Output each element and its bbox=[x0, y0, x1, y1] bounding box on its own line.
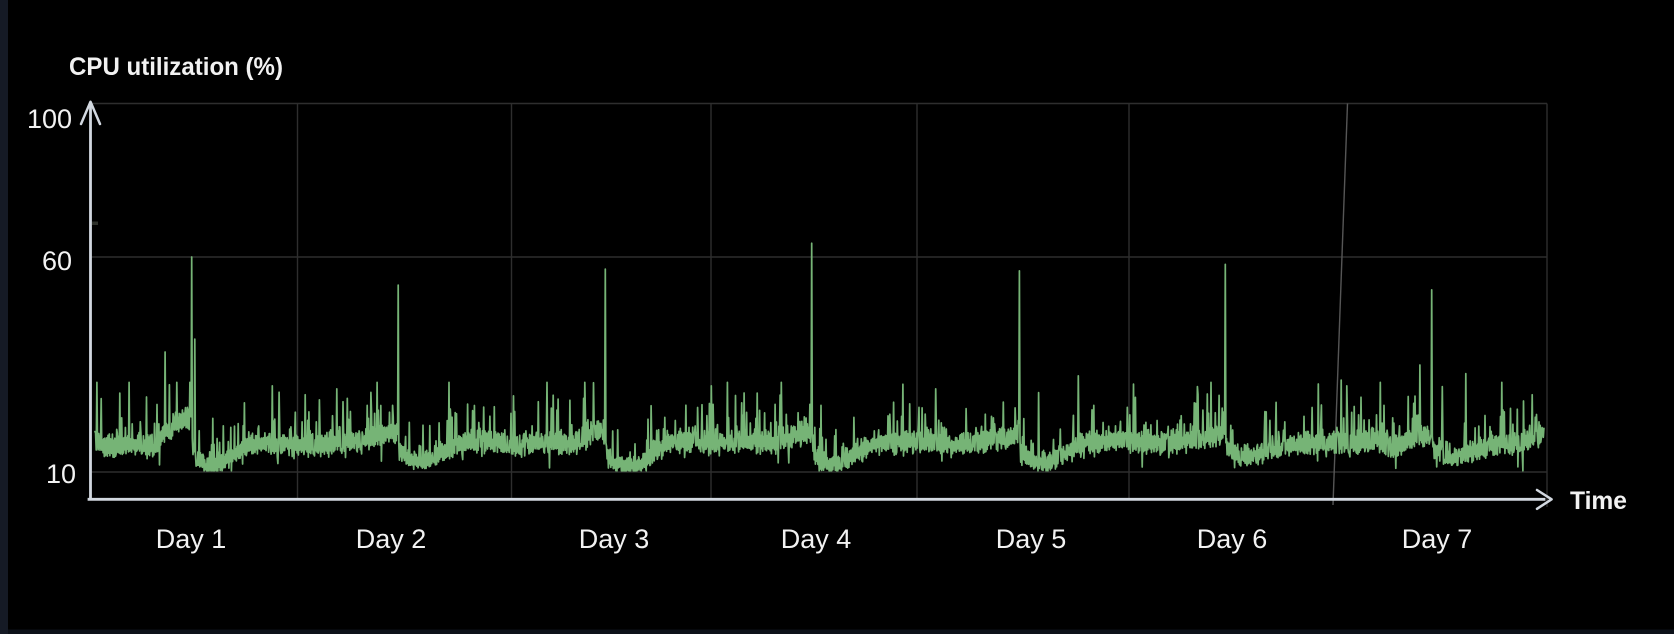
svg-text:Day 2: Day 2 bbox=[356, 524, 427, 554]
svg-text:Day 7: Day 7 bbox=[1402, 524, 1473, 554]
svg-text:CPU utilization (%): CPU utilization (%) bbox=[69, 53, 283, 81]
svg-text:60: 60 bbox=[42, 246, 72, 276]
svg-text:Day 1: Day 1 bbox=[156, 524, 227, 554]
svg-text:10: 10 bbox=[46, 459, 76, 489]
svg-text:Day 4: Day 4 bbox=[781, 524, 852, 554]
svg-text:Day 5: Day 5 bbox=[996, 524, 1067, 554]
svg-text:Day 6: Day 6 bbox=[1197, 524, 1268, 554]
svg-text:Day 3: Day 3 bbox=[579, 524, 650, 554]
svg-text:100: 100 bbox=[27, 104, 72, 134]
svg-text:Time: Time bbox=[1570, 487, 1627, 515]
